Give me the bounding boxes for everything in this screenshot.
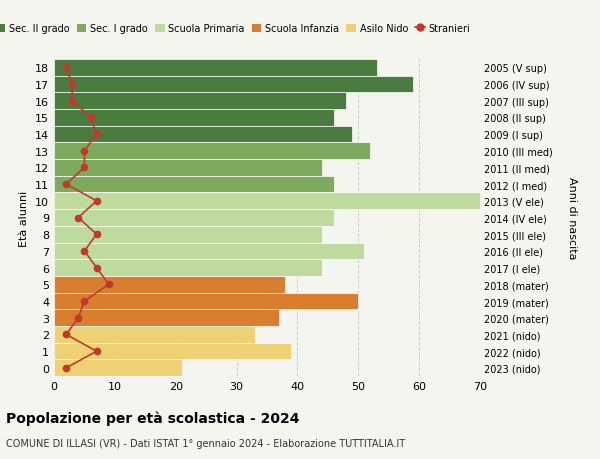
Bar — [54, 226, 322, 243]
Bar — [54, 260, 322, 276]
Bar — [54, 143, 370, 160]
Bar — [54, 326, 255, 343]
Text: COMUNE DI ILLASI (VR) - Dati ISTAT 1° gennaio 2024 - Elaborazione TUTTITALIA.IT: COMUNE DI ILLASI (VR) - Dati ISTAT 1° ge… — [6, 438, 405, 448]
Legend: Sec. II grado, Sec. I grado, Scuola Primaria, Scuola Infanzia, Asilo Nido, Stran: Sec. II grado, Sec. I grado, Scuola Prim… — [0, 20, 474, 38]
Y-axis label: Età alunni: Età alunni — [19, 190, 29, 246]
Bar — [54, 160, 322, 176]
Bar — [54, 276, 285, 293]
Bar — [54, 343, 292, 360]
Bar — [54, 360, 182, 376]
Bar — [54, 110, 334, 126]
Bar — [54, 126, 352, 143]
Bar — [54, 76, 413, 93]
Bar — [54, 93, 346, 110]
Y-axis label: Anni di nascita: Anni di nascita — [567, 177, 577, 259]
Bar — [54, 176, 334, 193]
Bar — [54, 210, 334, 226]
Bar — [54, 293, 358, 310]
Bar — [54, 193, 480, 210]
Bar — [54, 310, 279, 326]
Bar — [54, 243, 364, 260]
Bar — [54, 60, 377, 76]
Text: Popolazione per età scolastica - 2024: Popolazione per età scolastica - 2024 — [6, 411, 299, 425]
